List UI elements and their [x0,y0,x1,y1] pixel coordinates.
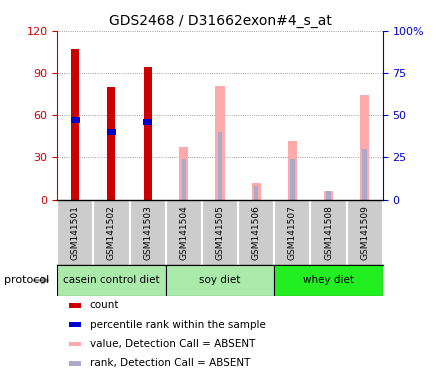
Text: GSM141503: GSM141503 [143,205,152,260]
Bar [290,159,295,200]
Bar [326,191,331,200]
Bar [360,95,369,200]
Bar [57,265,166,296]
Bar [69,342,81,346]
Title: GDS2468 / D31662exon#4_s_at: GDS2468 / D31662exon#4_s_at [109,14,331,28]
Bar [107,87,115,200]
Text: whey diet: whey diet [303,275,354,285]
Text: GSM141506: GSM141506 [252,205,260,260]
Text: GSM141507: GSM141507 [288,205,297,260]
Bar [180,147,188,200]
Bar [324,191,333,200]
Text: casein control diet: casein control diet [63,275,160,285]
Text: GSM141509: GSM141509 [360,205,369,260]
Bar [288,141,297,200]
Bar [71,49,79,200]
Text: GSM141502: GSM141502 [107,205,116,260]
Bar [363,149,367,200]
Text: GSM141508: GSM141508 [324,205,333,260]
Bar [182,159,186,200]
Bar [274,265,383,296]
Text: GSM141505: GSM141505 [216,205,224,260]
Text: rank, Detection Call = ABSENT: rank, Detection Call = ABSENT [90,358,250,368]
Bar [216,86,224,200]
Text: count: count [90,300,119,310]
Text: soy diet: soy diet [199,275,241,285]
Bar [69,303,81,308]
Bar [166,265,274,296]
Bar [254,186,258,200]
Bar [69,322,81,327]
Text: GSM141501: GSM141501 [71,205,80,260]
Bar [70,118,80,123]
Bar [106,129,116,135]
Text: protocol: protocol [4,275,50,285]
Bar [144,67,152,200]
Bar [252,183,260,200]
Text: percentile rank within the sample: percentile rank within the sample [90,320,265,330]
Bar [69,361,81,366]
Text: GSM141504: GSM141504 [180,205,188,260]
Text: value, Detection Call = ABSENT: value, Detection Call = ABSENT [90,339,255,349]
Bar [143,119,152,125]
Bar [218,132,222,200]
